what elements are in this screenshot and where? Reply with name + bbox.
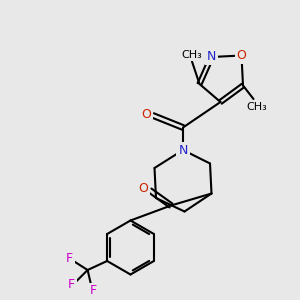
Text: F: F	[90, 284, 97, 298]
Text: N: N	[178, 143, 188, 157]
Text: F: F	[68, 278, 75, 292]
Text: CH₃: CH₃	[182, 50, 203, 60]
Text: N: N	[207, 50, 216, 64]
Text: F: F	[66, 251, 73, 265]
Text: O: O	[142, 107, 151, 121]
Text: O: O	[139, 182, 148, 196]
Text: O: O	[237, 49, 246, 62]
Text: CH₃: CH₃	[246, 102, 267, 112]
